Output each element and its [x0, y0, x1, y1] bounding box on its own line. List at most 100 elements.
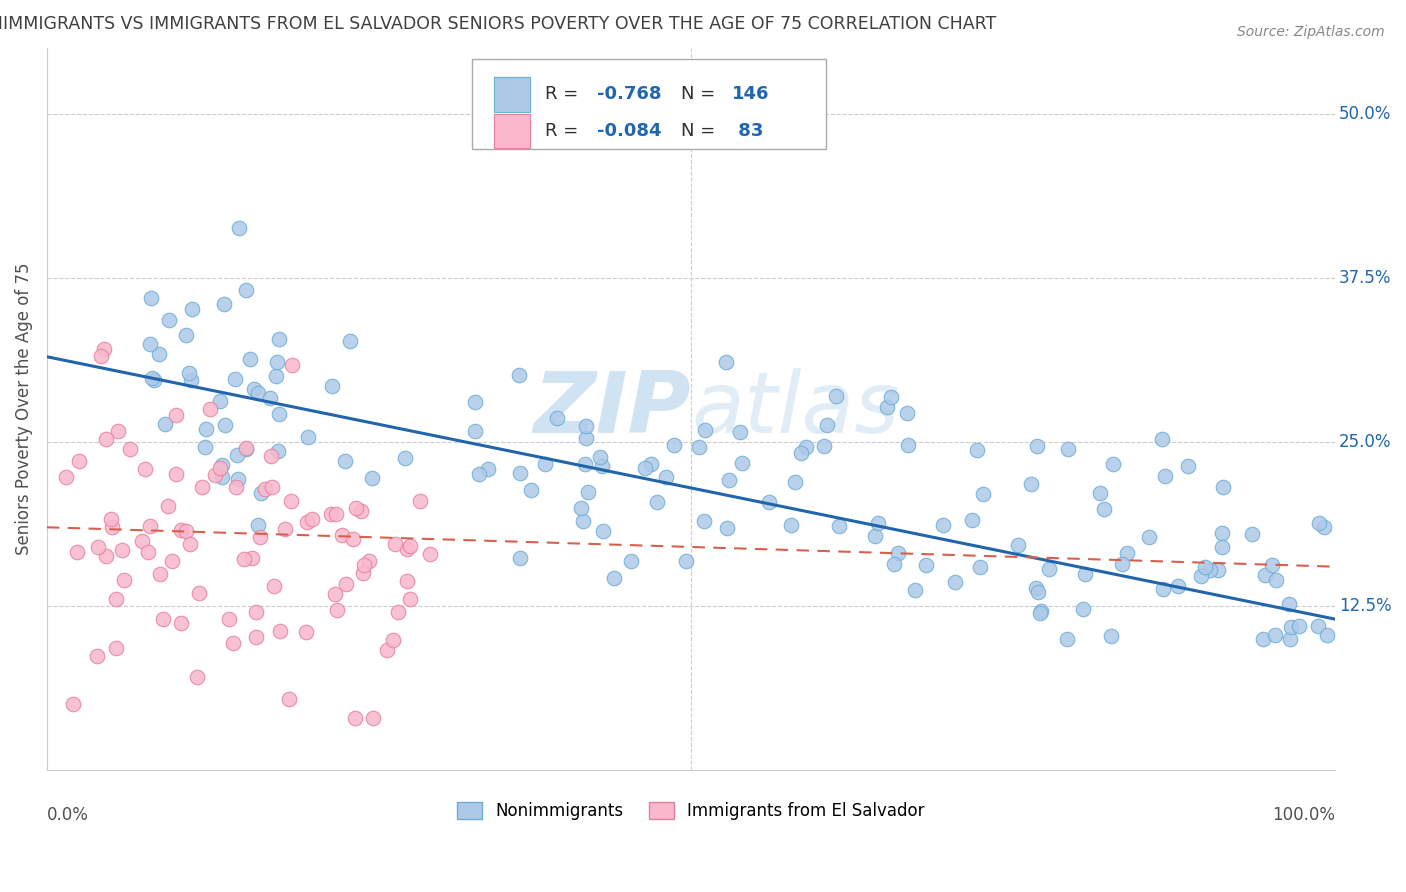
Point [655, 470, 678, 484]
Point [399, 592, 422, 607]
Point [360, 471, 382, 485]
Point [228, 221, 250, 235]
FancyBboxPatch shape [472, 59, 827, 150]
Point [249, 486, 271, 500]
Point [326, 603, 349, 617]
Point [1308, 618, 1330, 632]
Point [1101, 457, 1123, 471]
Point [353, 558, 375, 573]
Point [260, 480, 283, 494]
Point [225, 479, 247, 493]
Point [269, 624, 291, 639]
Point [245, 630, 267, 644]
Point [904, 582, 927, 597]
Point [915, 558, 938, 572]
Point [1194, 560, 1216, 574]
Text: 12.5%: 12.5% [1339, 597, 1392, 615]
Point [233, 552, 256, 566]
Point [588, 450, 610, 464]
Point [731, 456, 754, 470]
Point [259, 391, 281, 405]
Point [263, 579, 285, 593]
Point [143, 373, 166, 387]
Point [375, 643, 398, 657]
Point [384, 537, 406, 551]
Point [267, 444, 290, 458]
Point [111, 542, 134, 557]
Point [1028, 607, 1050, 621]
Point [226, 472, 249, 486]
Point [779, 518, 801, 533]
Point [1199, 563, 1222, 577]
Point [785, 475, 807, 489]
Point [344, 710, 367, 724]
Point [645, 495, 668, 509]
Point [87, 540, 110, 554]
Point [620, 554, 643, 568]
Point [1111, 557, 1133, 571]
Point [153, 417, 176, 432]
Point [395, 542, 418, 557]
Point [211, 458, 233, 473]
Point [395, 574, 418, 589]
Point [165, 467, 187, 481]
Point [212, 297, 235, 311]
Point [66, 545, 89, 559]
Point [1208, 563, 1230, 577]
Point [1019, 476, 1042, 491]
Point [1278, 597, 1301, 611]
Point [139, 291, 162, 305]
Point [339, 334, 361, 348]
Point [1029, 604, 1052, 618]
Point [198, 402, 221, 417]
Text: 146: 146 [733, 86, 769, 103]
Point [321, 378, 343, 392]
Point [193, 440, 215, 454]
Point [226, 448, 249, 462]
Point [174, 524, 197, 538]
Point [139, 519, 162, 533]
Text: 25.0%: 25.0% [1339, 433, 1392, 451]
Point [235, 283, 257, 297]
Point [1241, 526, 1264, 541]
Point [1177, 458, 1199, 473]
Point [67, 453, 90, 467]
Point [399, 539, 422, 553]
Text: 100.0%: 100.0% [1272, 806, 1336, 824]
Point [828, 519, 851, 533]
Point [1116, 546, 1139, 560]
Point [520, 483, 543, 498]
Point [118, 442, 141, 457]
Point [149, 567, 172, 582]
Point [148, 347, 170, 361]
Point [468, 467, 491, 481]
Point [266, 354, 288, 368]
Point [509, 467, 531, 481]
Point [344, 501, 367, 516]
Text: atlas: atlas [690, 368, 898, 450]
Text: 37.5%: 37.5% [1339, 269, 1392, 287]
Point [139, 337, 162, 351]
Point [100, 511, 122, 525]
Point [1189, 569, 1212, 583]
Point [274, 522, 297, 536]
Point [1025, 581, 1047, 595]
Point [534, 458, 557, 472]
Point [714, 354, 737, 368]
Point [943, 575, 966, 590]
Point [409, 494, 432, 508]
Point [969, 560, 991, 574]
Point [361, 710, 384, 724]
Point [104, 591, 127, 606]
Point [160, 554, 183, 568]
Point [333, 453, 356, 467]
Point [239, 352, 262, 367]
Point [157, 312, 180, 326]
Point [758, 494, 780, 508]
Point [245, 605, 267, 619]
Point [169, 615, 191, 630]
Point [863, 529, 886, 543]
Legend: Nonimmigrants, Immigrants from El Salvador: Nonimmigrants, Immigrants from El Salvad… [451, 795, 931, 827]
Point [634, 460, 657, 475]
Point [509, 551, 531, 566]
